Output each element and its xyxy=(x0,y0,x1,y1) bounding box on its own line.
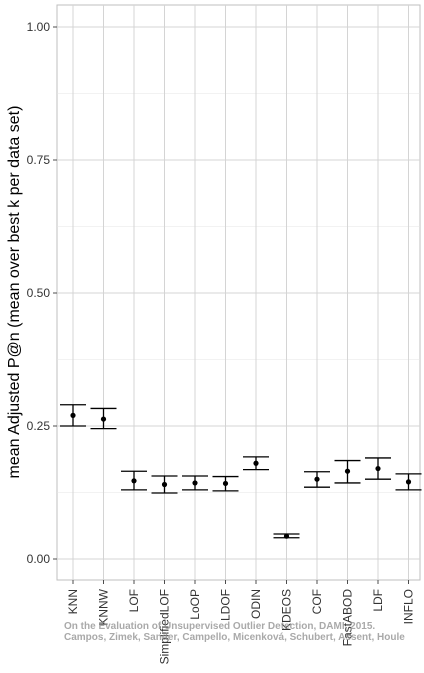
data-point xyxy=(405,479,412,485)
x-tick-label: SimplifiedLOF xyxy=(158,589,172,664)
x-tick-label: LDOF xyxy=(219,589,233,621)
y-tick-labels: 0.00 0.25 0.50 0.75 1.00 xyxy=(27,20,57,566)
y-axis-label: mean Adjusted P@n (mean over best k per … xyxy=(6,106,23,479)
y-tick-label: 1.00 xyxy=(27,20,51,34)
y-tick-label: 0.50 xyxy=(27,286,51,300)
data-point xyxy=(70,412,76,418)
x-tick-label: KNNW xyxy=(97,588,111,625)
x-tick-label: KNN xyxy=(66,589,80,614)
x-tick-label: COF xyxy=(310,589,324,614)
data-point xyxy=(283,533,290,539)
x-tick-label: ODIN xyxy=(249,589,263,619)
data-point xyxy=(314,476,320,482)
watermark-line-1: On the Evaluation of Unsupervised Outlie… xyxy=(64,621,375,632)
data-point xyxy=(222,480,229,487)
x-tick-label: LDF xyxy=(371,589,385,612)
x-tick-label: LoOP xyxy=(188,589,202,620)
grid xyxy=(57,5,420,580)
data-point xyxy=(344,468,351,474)
data-point xyxy=(100,416,107,422)
x-tick-labels: KNN KNNW LOF SimplifiedLOF LoOP LDOF ODIN KDEOS… xyxy=(66,580,416,664)
x-tick-label: INFLO xyxy=(402,589,416,624)
data-point xyxy=(253,460,259,466)
data-point xyxy=(192,480,198,486)
data-point xyxy=(131,478,137,484)
data-point xyxy=(161,481,168,488)
x-tick-label: FastABOD xyxy=(341,589,355,647)
y-tick-label: 0.75 xyxy=(27,153,51,167)
x-tick-label: KDEOS xyxy=(280,589,294,631)
watermark-line-2: Campos, Zimek, Sander, Campello, Micenko… xyxy=(64,632,405,643)
data-points xyxy=(70,412,412,539)
data-point xyxy=(375,465,381,472)
y-tick-label: 0.25 xyxy=(27,419,51,433)
y-tick-label: 0.00 xyxy=(27,552,51,566)
x-tick-label: LOF xyxy=(127,589,141,612)
